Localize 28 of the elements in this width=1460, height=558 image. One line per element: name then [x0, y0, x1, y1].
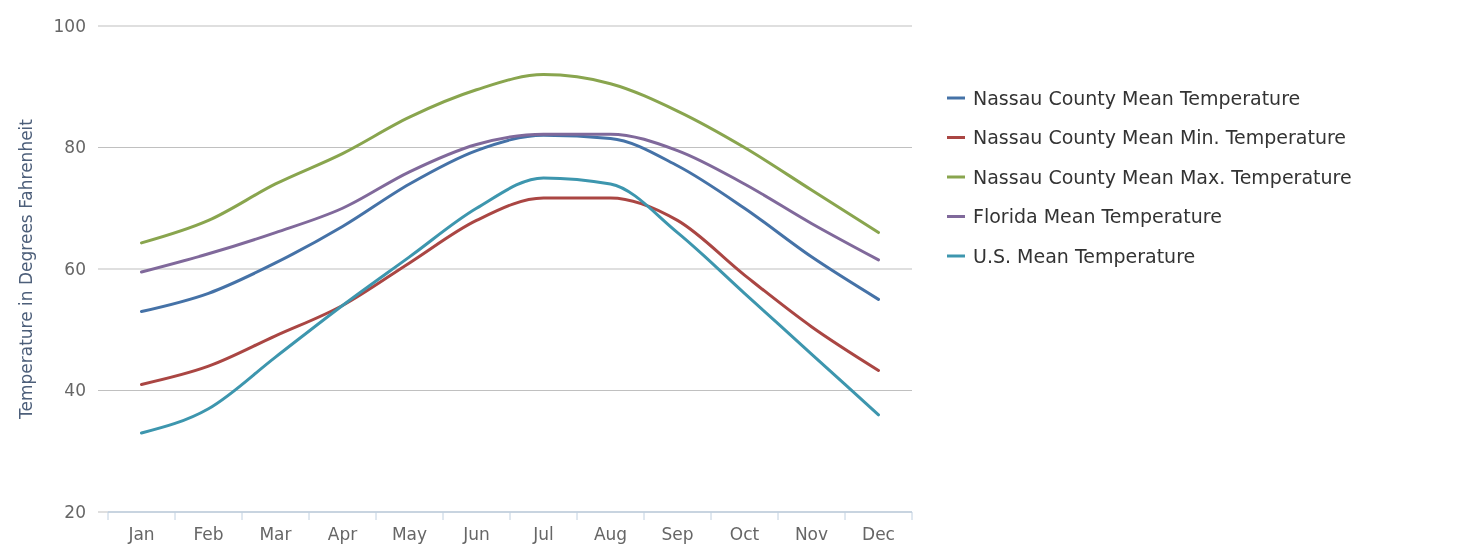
y-tick-label: 100 [53, 15, 86, 36]
x-tick-label: Apr [327, 524, 358, 544]
x-tick-label: Jan [127, 524, 155, 544]
legend-label: Nassau County Mean Temperature [973, 86, 1301, 109]
y-tick-label: 80 [64, 137, 86, 158]
x-tick-label: May [391, 524, 428, 544]
line-series [140, 133, 880, 314]
x-tick-label: Nov [794, 524, 829, 544]
line-series [140, 132, 880, 274]
x-tick-label: Aug [593, 524, 628, 544]
y-tick-label: 40 [64, 380, 86, 401]
x-tick-label: Jun [462, 524, 490, 544]
line-series [140, 196, 880, 386]
legend-label: Nassau County Mean Max. Temperature [973, 165, 1352, 188]
x-tick-label: Mar [259, 524, 292, 544]
y-axis-title: Temperature in Degrees Fahrenheit [16, 118, 36, 421]
legend-label: Florida Mean Temperature [973, 205, 1222, 228]
y-tick-label: 20 [64, 501, 86, 522]
line-series [140, 73, 880, 245]
x-tick-label: Oct [729, 524, 760, 544]
x-tick-label: Sep [661, 524, 694, 544]
legend-label: U.S. Mean Temperature [973, 244, 1196, 267]
legend-label: Nassau County Mean Min. Temperature [973, 126, 1347, 149]
y-tick-label: 60 [64, 258, 86, 279]
x-tick-label: Dec [862, 524, 895, 544]
x-tick-label: Feb [193, 524, 224, 544]
line-series [140, 176, 880, 435]
x-tick-label: Jul [532, 524, 554, 544]
